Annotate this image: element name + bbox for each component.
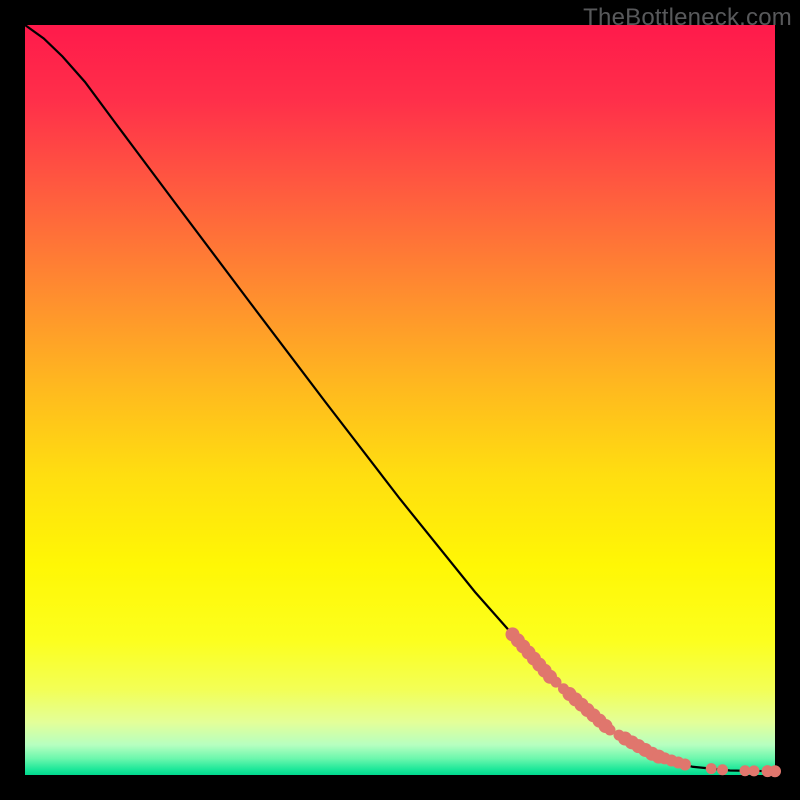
- data-marker: [605, 725, 615, 735]
- data-marker: [718, 765, 728, 775]
- chart-stage: TheBottleneck.com: [0, 0, 800, 800]
- data-marker: [740, 766, 750, 776]
- bottleneck-chart: [0, 0, 800, 800]
- data-marker: [770, 766, 781, 777]
- data-marker: [706, 764, 716, 774]
- data-marker: [680, 759, 691, 770]
- data-marker: [749, 766, 759, 776]
- plot-background: [25, 25, 775, 775]
